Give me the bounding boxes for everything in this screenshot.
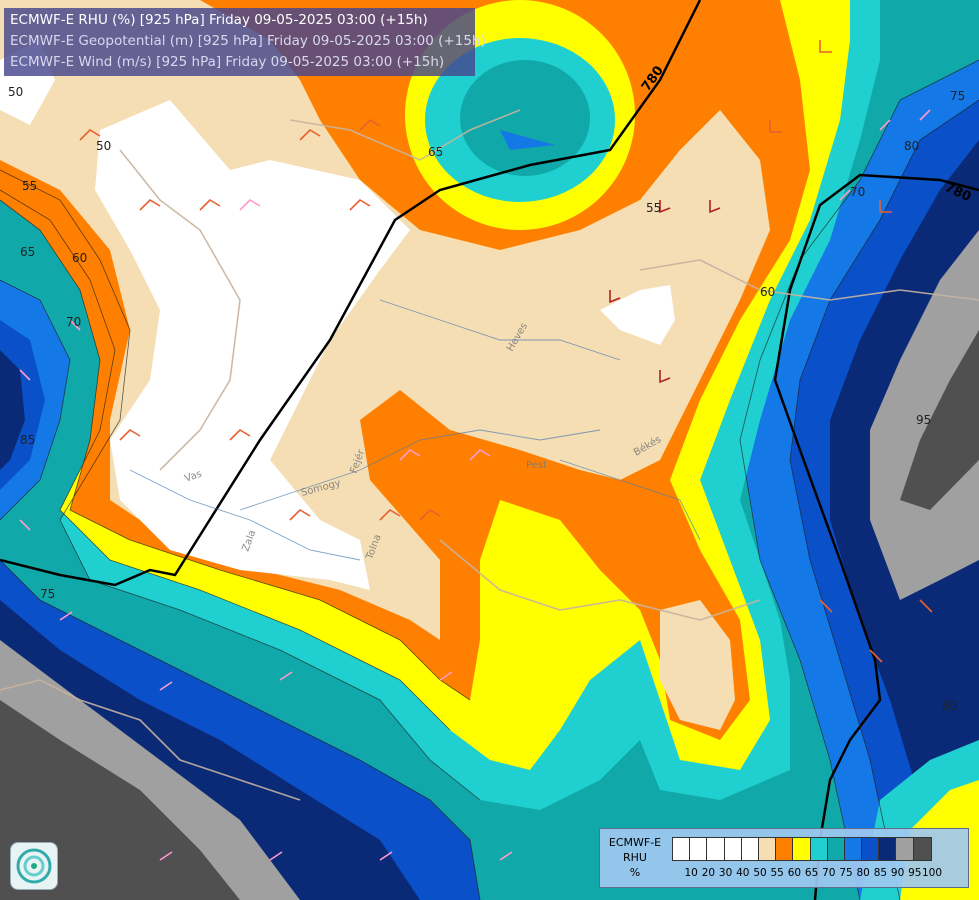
legend-tick-label: 40	[736, 867, 750, 879]
legend-tick-label: 70	[822, 867, 836, 879]
contour-label-70-a: 70	[66, 315, 81, 329]
legend-swatch	[776, 838, 794, 860]
legend-tick-label: 20	[701, 867, 716, 879]
title-geopotential: ECMWF-E Geopotential (m) [925 hPa] Frida…	[10, 33, 486, 49]
legend-tick-label: 10	[684, 867, 698, 879]
wind-barbs	[19, 40, 933, 861]
legend-swatch	[810, 838, 828, 860]
band-white-center	[95, 100, 410, 590]
band-navy-w	[0, 350, 25, 470]
legend-tick-labels: 10 20 30 40 50 55 60 65 70 75 80 85 90 95 100	[672, 867, 972, 881]
contour-label-95: 95	[916, 413, 931, 427]
swirl-icon	[16, 848, 52, 884]
logo-icon	[10, 842, 58, 890]
legend-swatch	[741, 838, 759, 860]
contour-label-65-a: 65	[20, 245, 35, 259]
contour-label-55-a: 55	[22, 179, 37, 193]
map-title-box: ECMWF-E RHU (%) [925 hPa] Friday 09-05-2…	[4, 8, 486, 76]
legend-swatch	[758, 838, 777, 860]
legend-tick-label: 60	[787, 867, 802, 879]
contour-label-65-b: 65	[428, 145, 443, 159]
rhu-contour-lines	[0, 59, 979, 900]
band-teal-n	[460, 60, 590, 176]
legend-title: ECMWF-E RHU %	[604, 835, 666, 880]
legend-swatches	[672, 837, 932, 861]
contour-label-75-a: 75	[40, 587, 55, 601]
band-wheat-se-island	[660, 600, 735, 730]
contour-label-80-a: 80	[904, 139, 919, 153]
contour-label-50-a: 50	[8, 85, 23, 99]
geopotential-780-line-east	[773, 173, 979, 900]
contour-label-50-b: 50	[96, 139, 111, 153]
band-darkgrey-sw	[0, 700, 240, 900]
legend-tick-label: 55	[770, 867, 784, 879]
legend-title-variable: RHU	[623, 851, 647, 864]
contour-label-75-b: 75	[950, 89, 965, 103]
legend-tick-label: 50	[753, 867, 767, 879]
borders	[0, 109, 979, 801]
legend-swatch	[879, 838, 897, 860]
legend-swatch	[724, 838, 742, 860]
legend-swatch	[793, 838, 811, 860]
title-wind: ECMWF-E Wind (m/s) [925 hPa] Friday 09-0…	[10, 54, 445, 70]
band-blue-n	[500, 130, 555, 150]
legend-swatch	[844, 838, 863, 860]
legend-tick-label: 95	[908, 867, 922, 879]
legend-tick-label: 65	[804, 867, 819, 879]
legend-swatch	[862, 838, 880, 860]
legend-swatch	[690, 838, 708, 860]
contour-label-55-b: 55	[646, 201, 661, 215]
legend-swatch	[707, 838, 725, 860]
legend-tick-label: 80	[856, 867, 870, 879]
county-label-pest: Pest	[526, 460, 547, 471]
legend-tick-label: 30	[718, 867, 733, 879]
legend-swatch	[913, 838, 931, 860]
legend-title-model: ECMWF-E	[608, 836, 662, 849]
geopotential-780-line-west	[0, 0, 702, 587]
legend-title-unit: %	[629, 866, 641, 879]
legend-swatch	[896, 838, 914, 860]
band-darkgrey-e	[900, 330, 979, 510]
legend-tick-label: 75	[839, 867, 853, 879]
legend-tick-label: 90	[890, 867, 905, 879]
legend-swatch	[673, 838, 691, 860]
band-white-east-island	[600, 285, 675, 345]
legend-swatch	[827, 838, 845, 860]
contour-label-85: 85	[20, 433, 35, 447]
band-grey-e	[870, 230, 979, 600]
color-legend: ECMWF-E RHU % 10 20 30 40 50 55 60 65 70 75 80 85 90…	[599, 828, 969, 888]
contour-label-80-b: 80	[942, 699, 957, 713]
contour-label-70-b: 70	[850, 185, 865, 199]
contour-labels: 50 50 55 55 60 60 65 65 70 70 75 75 80 8…	[8, 85, 965, 713]
title-rhu: ECMWF-E RHU (%) [925 hPa] Friday 09-05-2…	[10, 12, 428, 28]
contour-label-60-b: 60	[760, 285, 775, 299]
contour-label-60-a: 60	[72, 251, 87, 265]
legend-tick-label: 100	[921, 867, 943, 879]
rivers	[129, 299, 701, 561]
legend-tick-label: 85	[873, 867, 888, 879]
